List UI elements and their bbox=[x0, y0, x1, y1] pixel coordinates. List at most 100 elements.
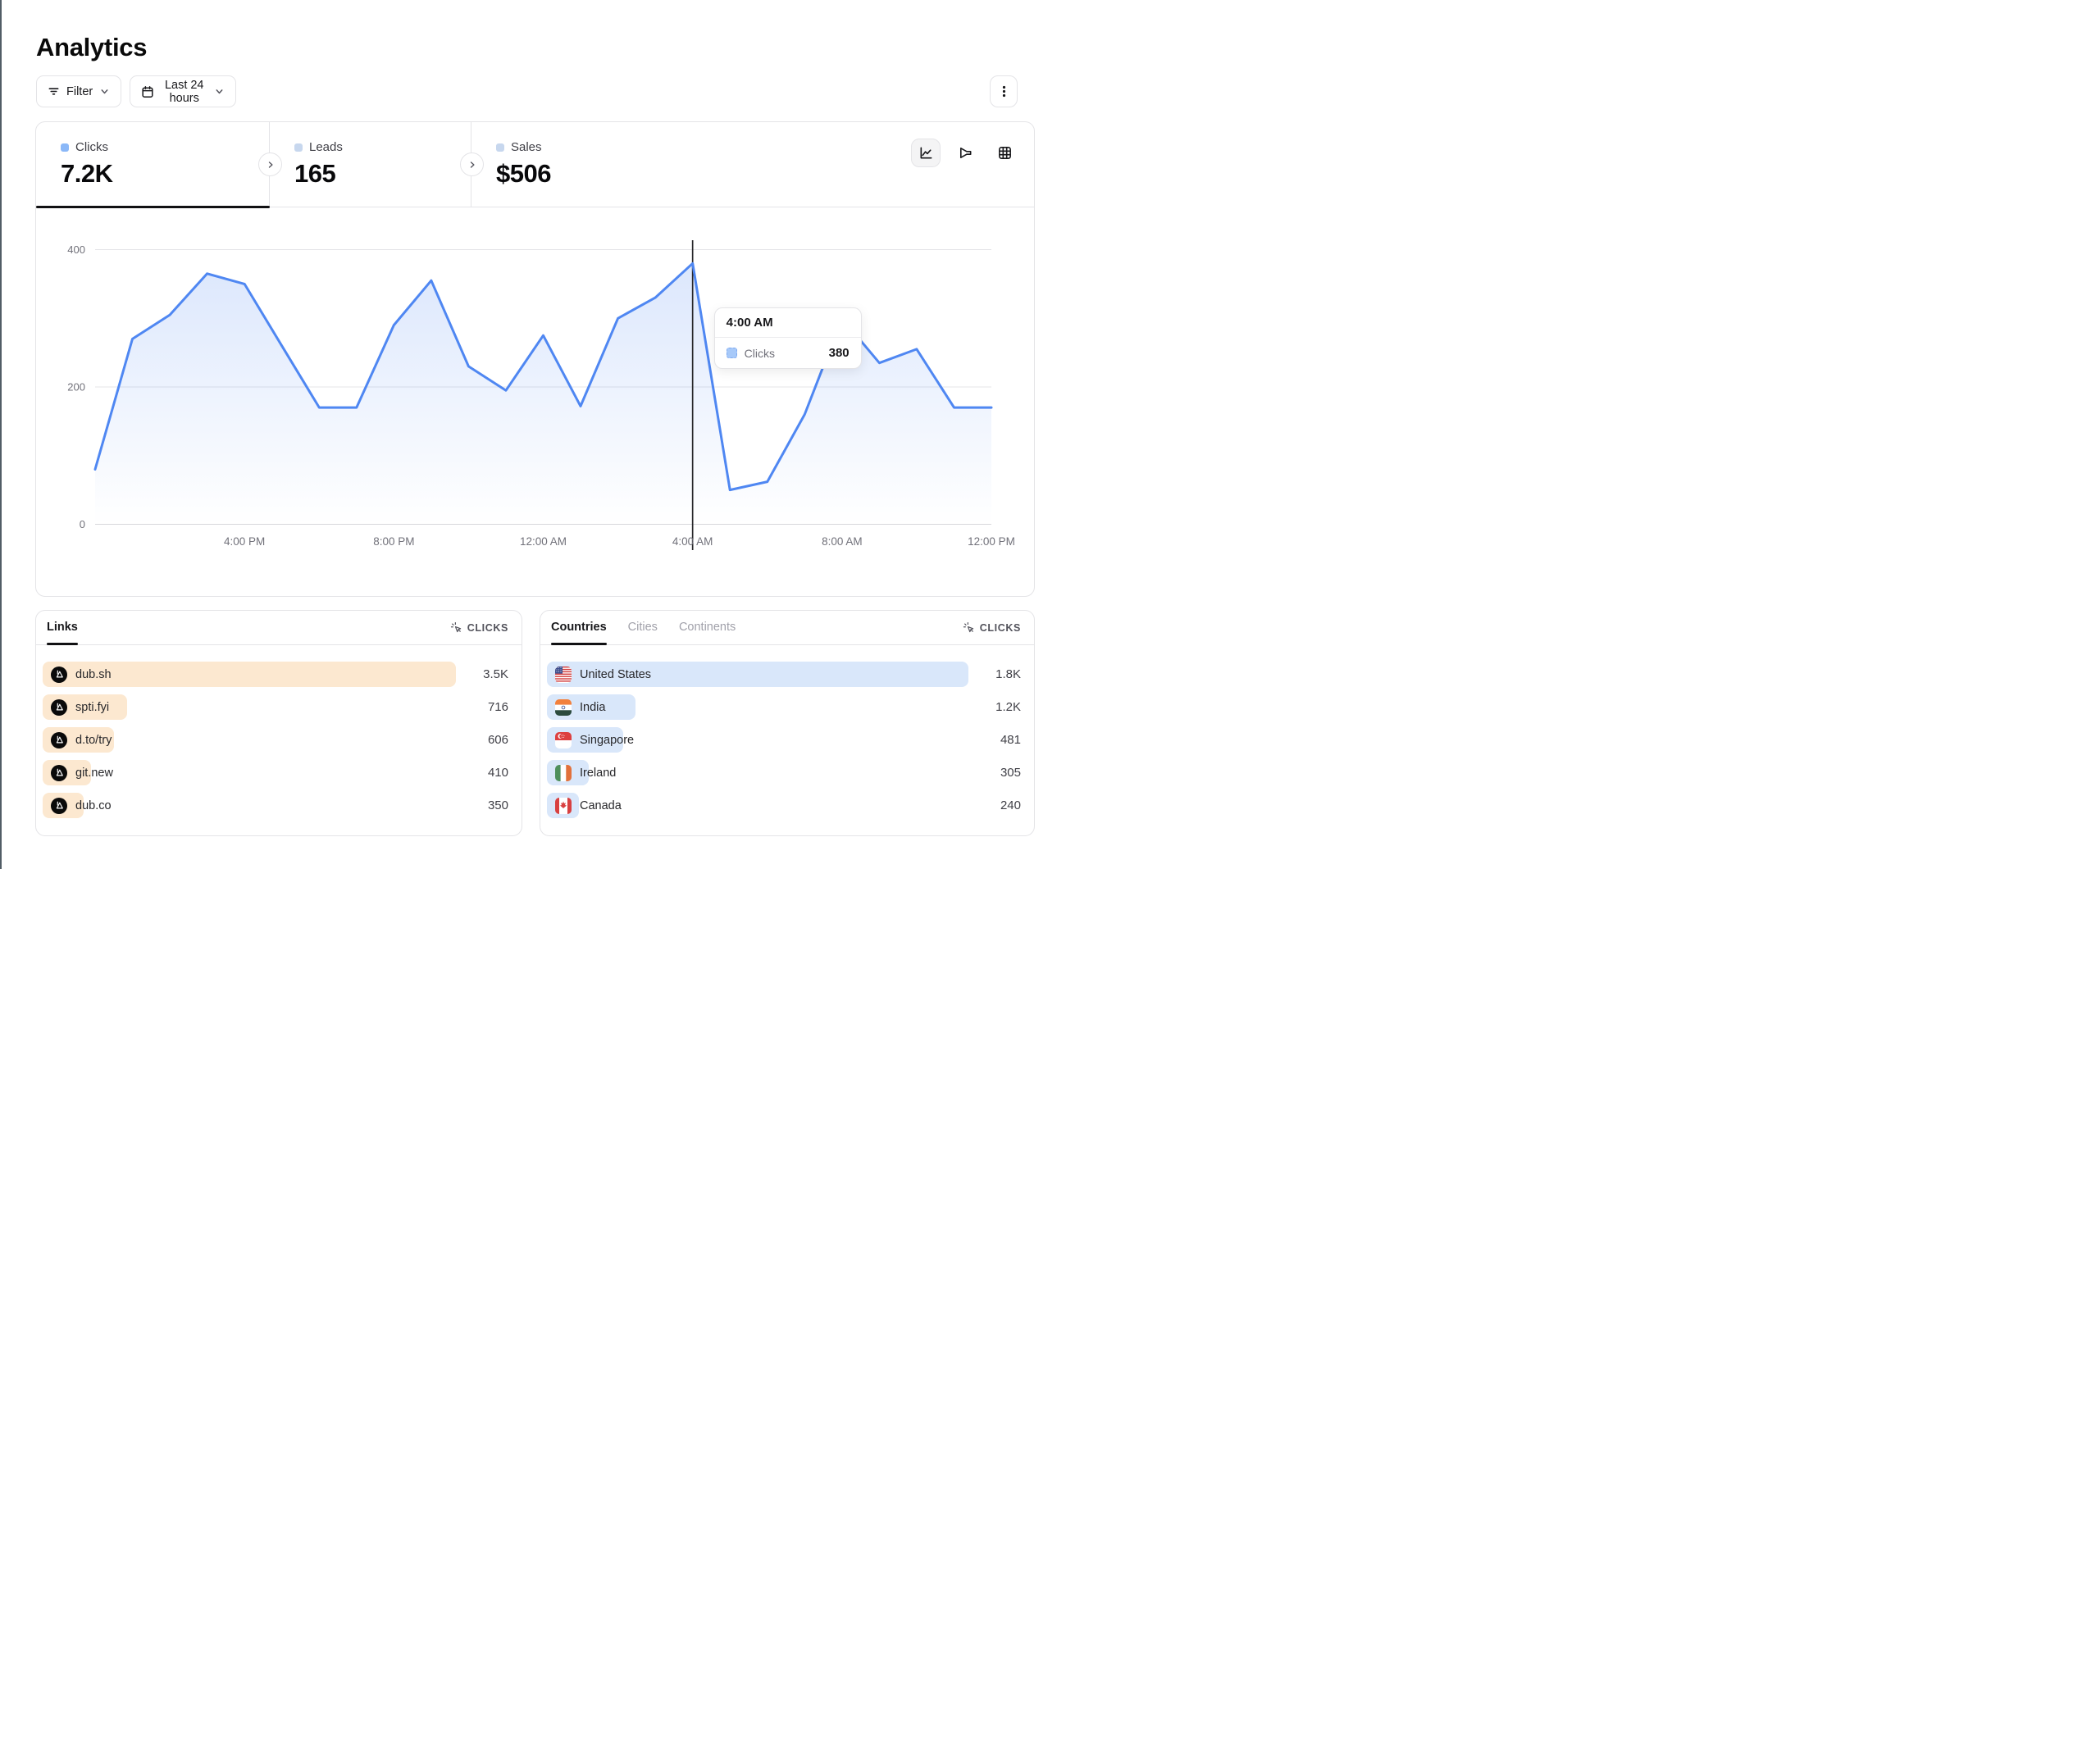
sales-bullet-icon bbox=[496, 143, 504, 152]
country-flag bbox=[555, 731, 572, 748]
date-range-label: Last 24 hours bbox=[164, 78, 204, 105]
link-row[interactable]: dub.co 350 bbox=[43, 793, 508, 818]
tab-links[interactable]: Links bbox=[47, 611, 78, 645]
links-list: dub.sh 3.5K spti.fyi 716 d.to/try 606 git.n… bbox=[43, 662, 508, 826]
date-range-button[interactable]: Last 24 hours bbox=[130, 75, 237, 107]
line-chart-view-button[interactable] bbox=[911, 139, 941, 167]
value-bar bbox=[43, 662, 456, 687]
analytics-card: Clicks 7.2K Leads 165 Sales $506 bbox=[35, 121, 1035, 597]
row-label: United States bbox=[580, 667, 652, 681]
tooltip-time: 4:00 AM bbox=[714, 308, 861, 338]
stat-label: Leads bbox=[309, 140, 343, 154]
x-axis-tick-label: 8:00 PM bbox=[373, 535, 414, 548]
link-favicon-icon bbox=[51, 764, 67, 781]
row-label: dub.co bbox=[75, 798, 112, 812]
link-favicon-icon bbox=[51, 731, 67, 748]
line-chart-icon bbox=[920, 147, 932, 159]
row-value: 1.2K bbox=[995, 700, 1021, 714]
page-title: Analytics bbox=[36, 33, 148, 61]
row-label: d.to/try bbox=[75, 733, 112, 747]
tab-clicks[interactable]: Clicks 7.2K bbox=[36, 122, 270, 207]
x-axis-tick-label: 12:00 AM bbox=[520, 535, 567, 548]
links-metric-selector[interactable]: CLICKS bbox=[450, 611, 508, 644]
toolbar: Filter Last 24 hours bbox=[36, 75, 1033, 107]
row-value: 1.8K bbox=[995, 667, 1021, 681]
y-axis-tick-label: 400 bbox=[67, 243, 85, 256]
ie-flag-icon bbox=[555, 764, 572, 781]
tooltip-series-label: Clicks bbox=[744, 346, 775, 360]
geo-panel: Countries Cities Continents CLICKS Unite… bbox=[540, 610, 1035, 836]
row-label: spti.fyi bbox=[75, 700, 110, 714]
filter-button[interactable]: Filter bbox=[36, 75, 122, 107]
x-axis-tick-label: 12:00 PM bbox=[968, 535, 1015, 548]
stats-row: Clicks 7.2K Leads 165 Sales $506 bbox=[36, 122, 1034, 208]
country-row[interactable]: Singapore 481 bbox=[547, 727, 1021, 753]
tab-countries[interactable]: Countries bbox=[551, 611, 607, 645]
row-value: 716 bbox=[487, 700, 508, 714]
country-flag bbox=[555, 666, 572, 683]
calendar-icon bbox=[141, 85, 154, 98]
row-value: 410 bbox=[487, 766, 508, 780]
country-row[interactable]: Ireland 305 bbox=[547, 760, 1021, 785]
stat-expand-chevron-button[interactable] bbox=[258, 152, 282, 176]
country-row[interactable]: India 1.2K bbox=[547, 694, 1021, 720]
tab-cities[interactable]: Cities bbox=[627, 620, 658, 634]
chevron-right-icon bbox=[268, 161, 273, 168]
link-row[interactable]: git.new 410 bbox=[43, 760, 508, 785]
tab-sales[interactable]: Sales $506 bbox=[471, 122, 673, 207]
x-axis-tick-label: 8:00 AM bbox=[822, 535, 863, 548]
row-value: 305 bbox=[1000, 766, 1021, 780]
value-bar bbox=[547, 662, 968, 687]
leads-bullet-icon bbox=[294, 143, 303, 152]
row-label: git.new bbox=[75, 766, 113, 780]
links-panel: Links CLICKS dub.sh 3.5K spti.fyi 716 d.to… bbox=[35, 610, 522, 836]
metric-label: CLICKS bbox=[467, 621, 508, 634]
chevron-down-icon bbox=[99, 86, 110, 97]
stat-value: 7.2K bbox=[61, 159, 113, 188]
country-flag bbox=[555, 797, 572, 814]
chevron-down-icon bbox=[214, 86, 225, 97]
row-label: Canada bbox=[580, 798, 622, 812]
link-row[interactable]: dub.sh 3.5K bbox=[43, 662, 508, 687]
us-flag-icon bbox=[555, 666, 572, 683]
clicks-series-swatch-icon bbox=[726, 348, 737, 358]
table-grid-icon bbox=[998, 147, 1011, 159]
stat-value: $506 bbox=[496, 159, 551, 188]
row-label: Ireland bbox=[580, 766, 617, 780]
table-view-button[interactable] bbox=[990, 139, 1019, 167]
chart-canvas[interactable]: 0 200 400 4:00 PM 8:00 PM 12:00 AM 4:00 AM 8:00… bbox=[36, 207, 1034, 596]
clicks-bullet-icon bbox=[61, 143, 69, 152]
link-favicon-icon bbox=[51, 698, 67, 716]
tab-leads[interactable]: Leads 165 bbox=[270, 122, 471, 207]
country-flag bbox=[555, 698, 572, 716]
sg-flag-icon bbox=[555, 731, 572, 748]
funnel-chart-view-button[interactable] bbox=[950, 139, 980, 167]
stat-expand-chevron-button[interactable] bbox=[460, 152, 484, 176]
link-row[interactable]: spti.fyi 716 bbox=[43, 694, 508, 720]
stat-value: 165 bbox=[294, 159, 336, 188]
stat-label: Clicks bbox=[75, 140, 108, 154]
tooltip-value: 380 bbox=[828, 346, 850, 360]
countries-list: United States 1.8K India 1.2K Singapore 481 Ir… bbox=[547, 662, 1021, 826]
link-row[interactable]: d.to/try 606 bbox=[43, 727, 508, 753]
row-value: 3.5K bbox=[483, 667, 508, 681]
cursor-click-icon bbox=[963, 622, 973, 633]
row-value: 240 bbox=[1000, 798, 1021, 812]
chart-type-switcher bbox=[911, 139, 1019, 167]
x-axis-tick-label: 4:00 AM bbox=[672, 535, 713, 548]
row-label: India bbox=[580, 700, 606, 714]
link-favicon-icon bbox=[51, 797, 67, 814]
y-axis-tick-label: 0 bbox=[80, 518, 85, 530]
clicks-time-series-chart[interactable]: 0 200 400 4:00 PM 8:00 PM 12:00 AM 4:00 AM 8:00… bbox=[36, 207, 1034, 596]
more-options-button[interactable] bbox=[990, 75, 1018, 107]
country-row[interactable]: Canada 240 bbox=[547, 793, 1021, 818]
x-axis-tick-label: 4:00 PM bbox=[224, 535, 265, 548]
ca-flag-icon bbox=[555, 797, 572, 814]
row-value: 606 bbox=[487, 733, 508, 747]
tab-continents[interactable]: Continents bbox=[678, 620, 736, 634]
geo-metric-selector[interactable]: CLICKS bbox=[963, 611, 1021, 644]
country-row[interactable]: United States 1.8K bbox=[547, 662, 1021, 687]
in-flag-icon bbox=[555, 698, 572, 716]
filter-icon bbox=[48, 85, 60, 98]
stat-label: Sales bbox=[511, 140, 542, 154]
